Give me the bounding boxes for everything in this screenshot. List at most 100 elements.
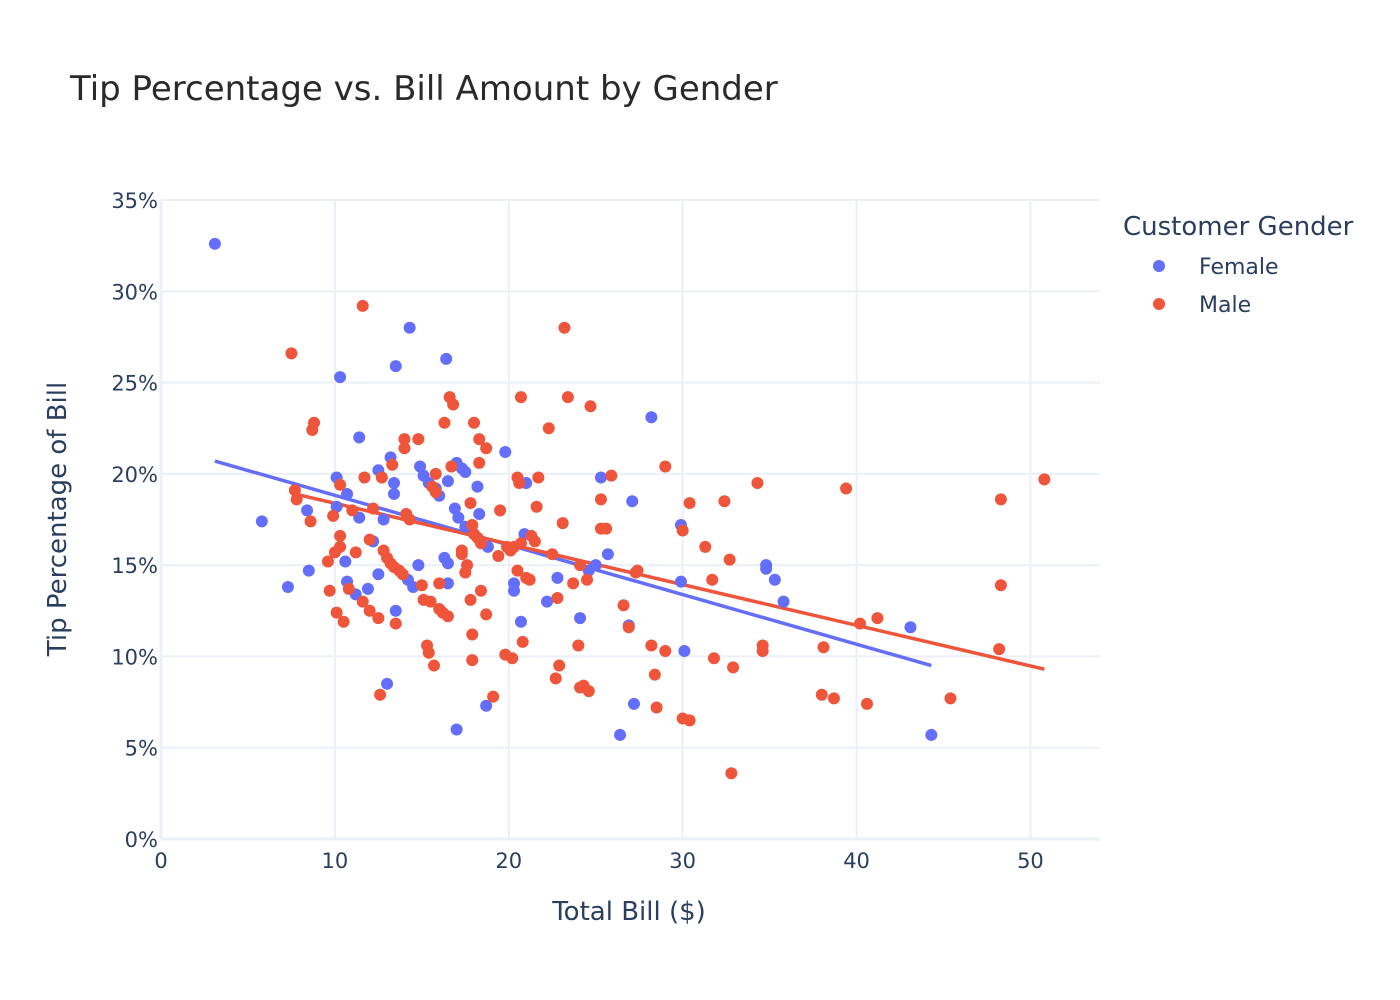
female-data-point: [334, 371, 347, 384]
female-data-point: [412, 559, 425, 572]
male-data-point: [584, 400, 597, 413]
male-data-point: [1038, 473, 1051, 486]
male-data-point: [751, 476, 764, 489]
grid-lines: [161, 199, 1100, 839]
male-data-point: [474, 584, 487, 597]
male-data-point: [993, 643, 1006, 656]
male-data-point: [415, 579, 428, 592]
male-data-point: [334, 478, 347, 491]
male-data-point: [466, 654, 479, 667]
data-points: [208, 237, 1051, 780]
y-tick-label: 30%: [111, 280, 158, 304]
male-data-point: [372, 612, 385, 625]
female-data-point: [601, 548, 614, 561]
male-data-point: [600, 522, 613, 535]
male-data-point: [817, 641, 830, 654]
legend: Customer Gender Female Male: [1123, 212, 1354, 318]
x-tick-label: 30: [669, 849, 696, 873]
male-data-point: [699, 540, 712, 553]
female-data-point: [541, 595, 554, 608]
female-data-point: [448, 502, 461, 515]
male-data-point: [683, 714, 696, 727]
female-data-point: [452, 511, 465, 524]
female-data-point: [473, 508, 486, 521]
male-data-point: [464, 593, 477, 606]
male-data-point: [429, 467, 442, 480]
female-data-point: [281, 581, 294, 594]
male-data-point: [358, 471, 371, 484]
male-data-point: [594, 493, 607, 506]
male-data-point: [532, 471, 545, 484]
female-data-point: [330, 500, 343, 513]
male-data-point: [330, 606, 343, 619]
male-data-point: [433, 577, 446, 590]
male-data-point: [683, 497, 696, 510]
male-data-point: [455, 548, 468, 561]
male-data-point: [422, 646, 435, 659]
male-data-point: [567, 577, 580, 590]
male-data-point: [466, 518, 479, 531]
male-data-point: [480, 442, 493, 455]
male-data-point: [648, 668, 661, 681]
male-data-point: [631, 564, 644, 577]
male-data-point: [304, 515, 317, 528]
male-data-point: [718, 495, 731, 508]
male-data-point: [494, 504, 507, 517]
legend-label-female: Female: [1199, 255, 1279, 280]
female-data-point: [208, 237, 221, 250]
male-data-point: [412, 433, 425, 446]
male-data-point: [727, 661, 740, 674]
female-data-point: [499, 445, 512, 458]
male-data-point: [398, 433, 411, 446]
female-data-point: [255, 515, 268, 528]
male-data-point: [447, 398, 460, 411]
male-data-point: [815, 688, 828, 701]
y-axis-ticks: 0% 5% 10% 15% 20% 25% 30% 35%: [111, 189, 158, 852]
male-trendline: [294, 492, 1045, 671]
male-data-point: [561, 391, 574, 404]
male-data-point: [429, 486, 442, 499]
female-data-point: [450, 723, 463, 736]
male-data-point: [363, 604, 376, 617]
female-data-point: [645, 411, 658, 424]
y-tick-label: 0%: [125, 828, 158, 852]
female-data-point: [925, 728, 938, 741]
male-data-point: [676, 524, 689, 537]
male-data-point: [553, 659, 566, 672]
female-data-point: [441, 577, 454, 590]
male-data-point: [549, 672, 562, 685]
male-data-point: [474, 537, 487, 550]
male-data-point: [386, 458, 399, 471]
male-data-point: [334, 540, 347, 553]
female-data-point: [301, 504, 314, 517]
female-data-point: [626, 495, 639, 508]
male-data-point: [438, 416, 451, 429]
female-data-point: [339, 555, 352, 568]
male-data-point: [558, 321, 571, 334]
female-data-point: [440, 352, 453, 365]
x-tick-label: 50: [1017, 849, 1044, 873]
y-tick-label: 35%: [111, 189, 158, 213]
female-data-point: [414, 460, 427, 473]
male-data-point: [659, 644, 672, 657]
female-data-point: [381, 677, 394, 690]
male-data-point: [756, 644, 769, 657]
male-data-point: [473, 433, 486, 446]
x-tick-label: 20: [495, 849, 522, 873]
male-data-point: [645, 639, 658, 652]
male-data-point: [827, 692, 840, 705]
trendlines: [214, 459, 1045, 671]
female-data-point: [768, 573, 781, 586]
male-data-point: [461, 559, 474, 572]
male-data-point: [396, 568, 409, 581]
female-data-point: [377, 513, 390, 526]
male-data-point: [480, 608, 493, 621]
male-data-point: [356, 595, 369, 608]
female-data-point: [777, 595, 790, 608]
male-data-point: [581, 573, 594, 586]
male-data-point: [492, 550, 505, 563]
x-axis-title: Total Bill ($): [551, 897, 706, 927]
legend-items: Female Male: [1153, 255, 1279, 318]
male-data-point: [487, 690, 500, 703]
